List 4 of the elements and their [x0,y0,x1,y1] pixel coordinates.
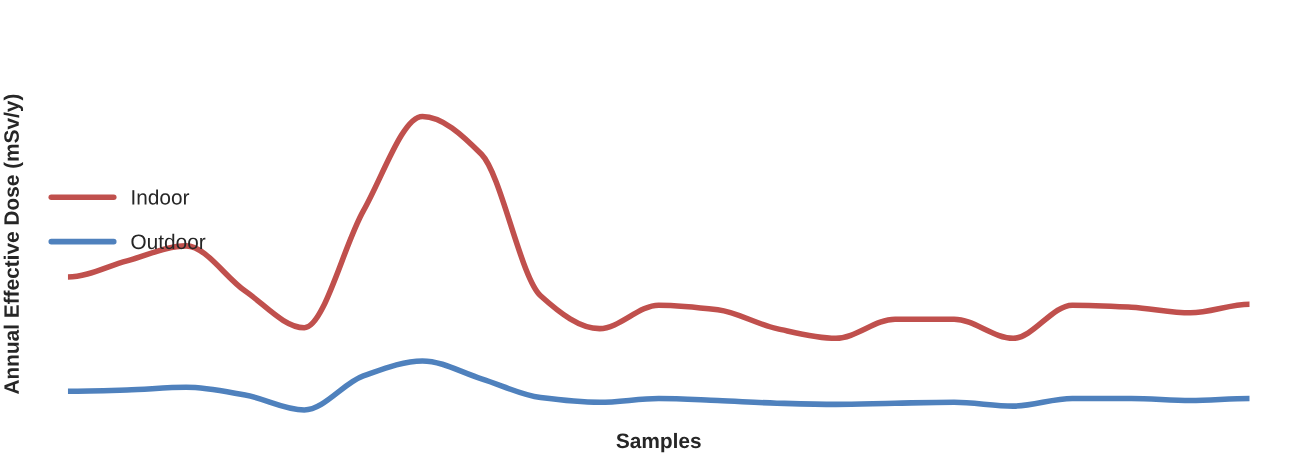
y-axis-title: Annual Effective Dose (mSv/y) [3,94,24,395]
legend-label: Indoor [132,189,190,205]
legend-label: Outdoor [131,233,206,250]
x-axis-title: Samples [616,432,701,453]
